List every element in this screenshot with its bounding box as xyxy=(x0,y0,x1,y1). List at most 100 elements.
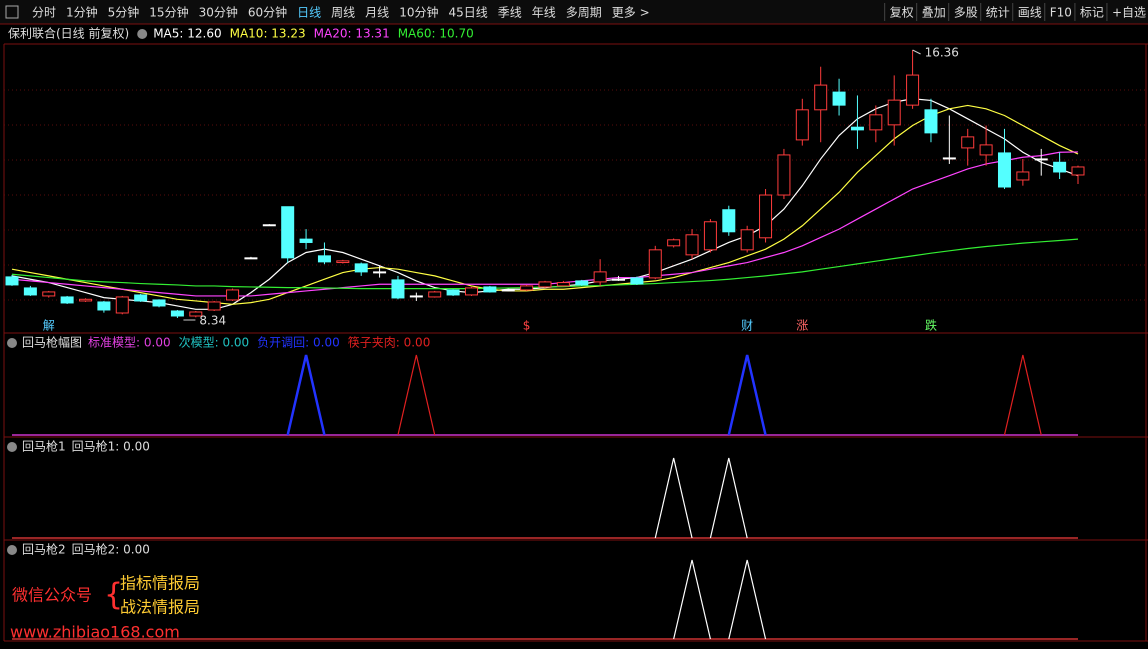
arrow xyxy=(912,49,921,55)
period-tab[interactable]: 周线 xyxy=(331,6,355,20)
wm-url: www.zhibiao168.com xyxy=(10,623,180,642)
panel-legend: 负开调回: 0.00 xyxy=(257,336,340,350)
tool-button[interactable]: 叠加 xyxy=(922,6,946,20)
candle-body xyxy=(483,286,497,293)
candle-body xyxy=(814,84,828,111)
signal-peak xyxy=(1003,354,1042,436)
candle-body xyxy=(281,206,295,259)
dropdown[interactable] xyxy=(7,338,17,348)
candle-body xyxy=(97,301,111,311)
period-tab[interactable]: 分时 xyxy=(32,6,56,20)
candle-body xyxy=(501,289,515,292)
candle-body xyxy=(354,263,368,273)
candle-body xyxy=(152,299,166,307)
period-tab[interactable]: 60分钟 xyxy=(248,5,287,20)
dropdown[interactable] xyxy=(7,545,17,555)
candle-body xyxy=(262,224,276,227)
tool-button[interactable]: 统计 xyxy=(986,6,1010,20)
candle-body xyxy=(464,287,478,296)
signal-peak xyxy=(673,559,711,640)
candle-body xyxy=(887,99,901,126)
candle-body xyxy=(979,144,993,156)
candle-body xyxy=(575,280,589,286)
event-marker: 财 xyxy=(741,319,753,333)
period-tab[interactable]: 季线 xyxy=(498,6,522,20)
dropdown[interactable] xyxy=(7,442,17,452)
period-tab[interactable]: 30分钟 xyxy=(199,5,238,20)
panel-legend: 标准模型: 0.00 xyxy=(88,336,171,350)
candle-body xyxy=(997,152,1011,188)
period-tab[interactable]: 多周期 xyxy=(566,6,602,20)
period-tab[interactable]: 15分钟 xyxy=(149,5,188,20)
panel-title: 回马枪幅图 xyxy=(22,335,82,350)
candle-body xyxy=(409,295,423,298)
ma-line xyxy=(11,104,1079,305)
signal-peak xyxy=(709,457,748,539)
period-tab[interactable]: 5分钟 xyxy=(108,5,140,20)
candle-body xyxy=(777,154,791,196)
tool-button[interactable]: 复权 xyxy=(890,6,914,20)
ma-label: MA5: 12.60 xyxy=(153,27,221,41)
event-marker: 涨 xyxy=(796,318,808,333)
candle-body xyxy=(593,271,607,283)
menu-icon[interactable] xyxy=(5,5,19,19)
tool-button[interactable]: 画线 xyxy=(1018,6,1042,20)
candle-body xyxy=(1071,166,1085,176)
tool-button[interactable]: +自选 xyxy=(1112,6,1146,20)
panel-legend: 回马枪2: 0.00 xyxy=(72,542,150,557)
candle-body xyxy=(722,209,736,233)
candle-body xyxy=(1053,161,1067,173)
candle-body xyxy=(134,294,148,302)
ma-label: MA20: 13.31 xyxy=(314,27,390,41)
tool-button[interactable]: 多股 xyxy=(954,6,978,20)
candle-body xyxy=(795,109,809,141)
candle-body xyxy=(428,291,442,298)
signal-peak xyxy=(286,354,326,436)
period-tab[interactable]: 1分钟 xyxy=(66,5,98,20)
low-label: 8.34 xyxy=(199,314,226,328)
candle-body xyxy=(60,296,74,304)
candle-body xyxy=(667,239,681,247)
candle-body xyxy=(942,157,956,160)
candle-body xyxy=(869,114,883,131)
candle-body xyxy=(648,249,662,279)
candle-body xyxy=(79,298,93,302)
panel-legend: 次模型: 0.00 xyxy=(179,336,250,350)
candle-body xyxy=(207,301,221,311)
candle-body xyxy=(740,229,754,251)
candle-body xyxy=(42,291,56,297)
panel-legend: 筷子夹肉: 0.00 xyxy=(348,335,431,350)
period-tab[interactable]: 45日线 xyxy=(448,6,487,20)
period-tab[interactable]: 更多 > xyxy=(612,6,650,20)
candle-body xyxy=(703,221,717,251)
candle-body xyxy=(520,285,534,291)
candle-body xyxy=(189,311,203,317)
candle-body xyxy=(170,310,184,317)
candle-body xyxy=(906,74,920,106)
candle-body xyxy=(759,194,773,239)
tool-button[interactable]: F10 xyxy=(1050,6,1072,20)
candle-body xyxy=(556,282,570,287)
period-tab[interactable]: 日线 xyxy=(297,6,321,20)
candle-body xyxy=(23,287,37,296)
candle-body xyxy=(685,234,699,256)
candle-body xyxy=(630,277,644,285)
candle-body xyxy=(244,257,258,260)
event-marker: $ xyxy=(523,319,531,333)
wm-brace: { xyxy=(104,578,123,613)
candle-body xyxy=(373,271,387,274)
candle-body xyxy=(317,255,331,263)
candle-body xyxy=(961,136,975,149)
candle-body xyxy=(299,238,313,243)
panel-legend: 回马枪1: 0.00 xyxy=(72,439,150,454)
period-tab[interactable]: 10分钟 xyxy=(399,5,438,20)
dropdown[interactable] xyxy=(137,29,148,39)
period-tab[interactable]: 月线 xyxy=(365,6,389,20)
candle-body xyxy=(1016,171,1030,181)
tool-button[interactable]: 标记 xyxy=(1080,6,1104,20)
candle-body xyxy=(850,126,864,131)
period-tab[interactable]: 年线 xyxy=(532,6,556,20)
